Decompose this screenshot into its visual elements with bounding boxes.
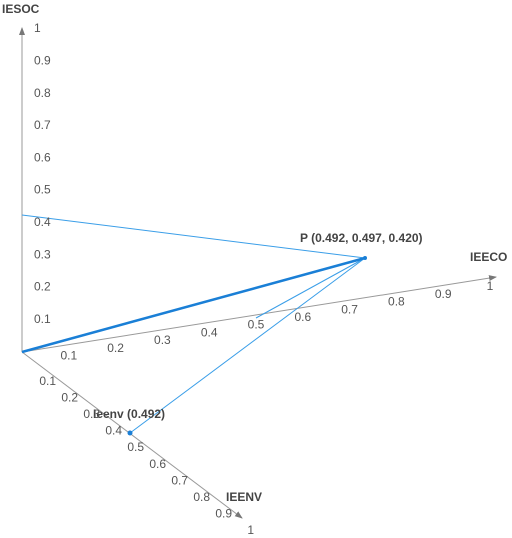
env-tick-label: 0.5 (127, 440, 144, 454)
eco-projection-line (255, 257, 366, 319)
soc-tick-label: 0.7 (34, 118, 51, 132)
soc-tick-label: 0.3 (34, 247, 51, 261)
eco-tick-label: 0.9 (435, 287, 452, 301)
eco-tick-label: 0.5 (248, 318, 265, 332)
soc-tick-label: 0.8 (34, 86, 51, 100)
eco-tick-label: 0.3 (154, 333, 171, 347)
env-tick-label: 0.9 (215, 507, 232, 521)
eco-tick-label: 0.7 (341, 302, 358, 316)
point-label: P (0.492, 0.497, 0.420) (300, 231, 423, 245)
eco-tick-label: 0.6 (294, 310, 311, 324)
soc-tick-label: 0.6 (34, 150, 51, 164)
env-tick-label: 0.7 (171, 473, 188, 487)
eco-tick-label: 0.1 (60, 348, 77, 362)
soc-tick-label: 1 (34, 21, 41, 35)
eco-tick-label: 0.2 (107, 341, 124, 355)
soc-projection-line (21, 214, 366, 259)
soc-title: IESOC (2, 2, 40, 16)
eco-tick-label: 1 (487, 279, 494, 293)
projection-point (127, 430, 133, 436)
projection-label: Ieenv (0.492) (93, 407, 165, 421)
soc-tick-label: 0.4 (34, 215, 51, 229)
env-tick-label: 0.6 (149, 457, 166, 471)
soc-tick-label: 0.9 (34, 53, 51, 67)
env-axis (21, 351, 243, 519)
env-tick-label: 0.3 (83, 407, 100, 421)
eco-title: IEECO (470, 250, 507, 264)
env-title: IEENV (226, 490, 262, 504)
env-projection-line (129, 257, 366, 434)
point-p (363, 256, 367, 260)
eco-tick-label: 0.8 (388, 295, 405, 309)
eco-tick-label: 0.4 (201, 325, 218, 339)
vector-p (21, 256, 366, 354)
env-tick-label: 0.4 (105, 424, 122, 438)
soc-tick-label: 0.5 (34, 183, 51, 197)
env-tick-label: 0.8 (193, 490, 210, 504)
env-tick-label: 1 (247, 523, 254, 537)
env-tick-label: 0.1 (39, 374, 56, 388)
env-tick-label: 0.2 (61, 390, 78, 404)
soc-tick-label: 0.2 (34, 280, 51, 294)
eco-axis (21, 275, 497, 353)
soc-tick-label: 0.1 (34, 312, 51, 326)
